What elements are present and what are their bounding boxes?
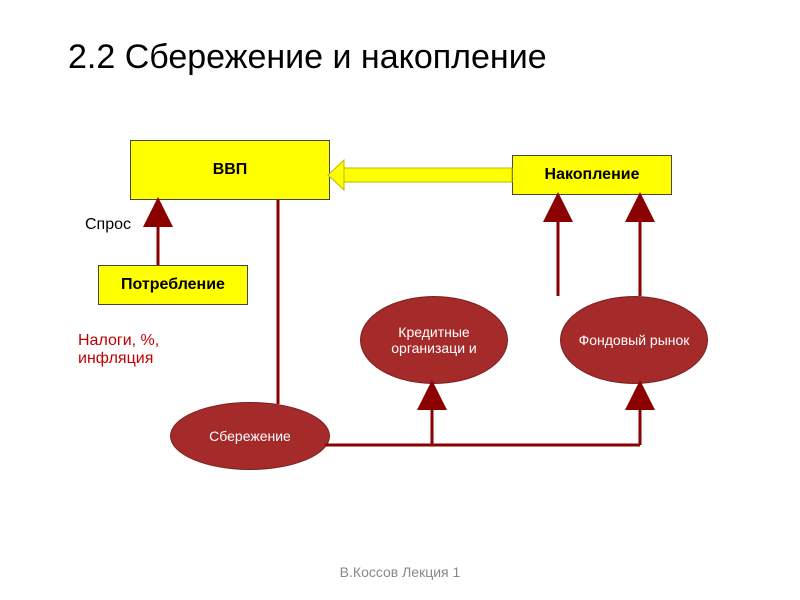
node-savings: Сбережение: [170, 402, 330, 470]
label-spros: Спрос: [85, 216, 131, 234]
node-potreblenie-label: Потребление: [121, 276, 225, 294]
slide-title: 2.2 Сбережение и накопление: [68, 38, 547, 77]
node-stock-market: Фондовый рынок: [560, 296, 708, 384]
node-credit-orgs-label: Кредитные организаци и: [361, 324, 507, 356]
node-stock-market-label: Фондовый рынок: [571, 332, 698, 348]
footer-credit: В.Коссов Лекция 1: [340, 564, 461, 580]
node-nakoplenie: Накопление: [512, 155, 672, 195]
node-potreblenie: Потребление: [98, 265, 248, 305]
node-vvp-label: ВВП: [213, 161, 248, 179]
node-savings-label: Сбережение: [209, 428, 291, 444]
arrow-nakoplenie-to-vvp: [328, 160, 512, 190]
label-nalogi: Налоги, %, инфляция: [78, 332, 198, 368]
node-nakoplenie-label: Накопление: [545, 166, 640, 184]
node-vvp: ВВП: [130, 140, 330, 200]
node-credit-orgs: Кредитные организаци и: [360, 296, 508, 384]
